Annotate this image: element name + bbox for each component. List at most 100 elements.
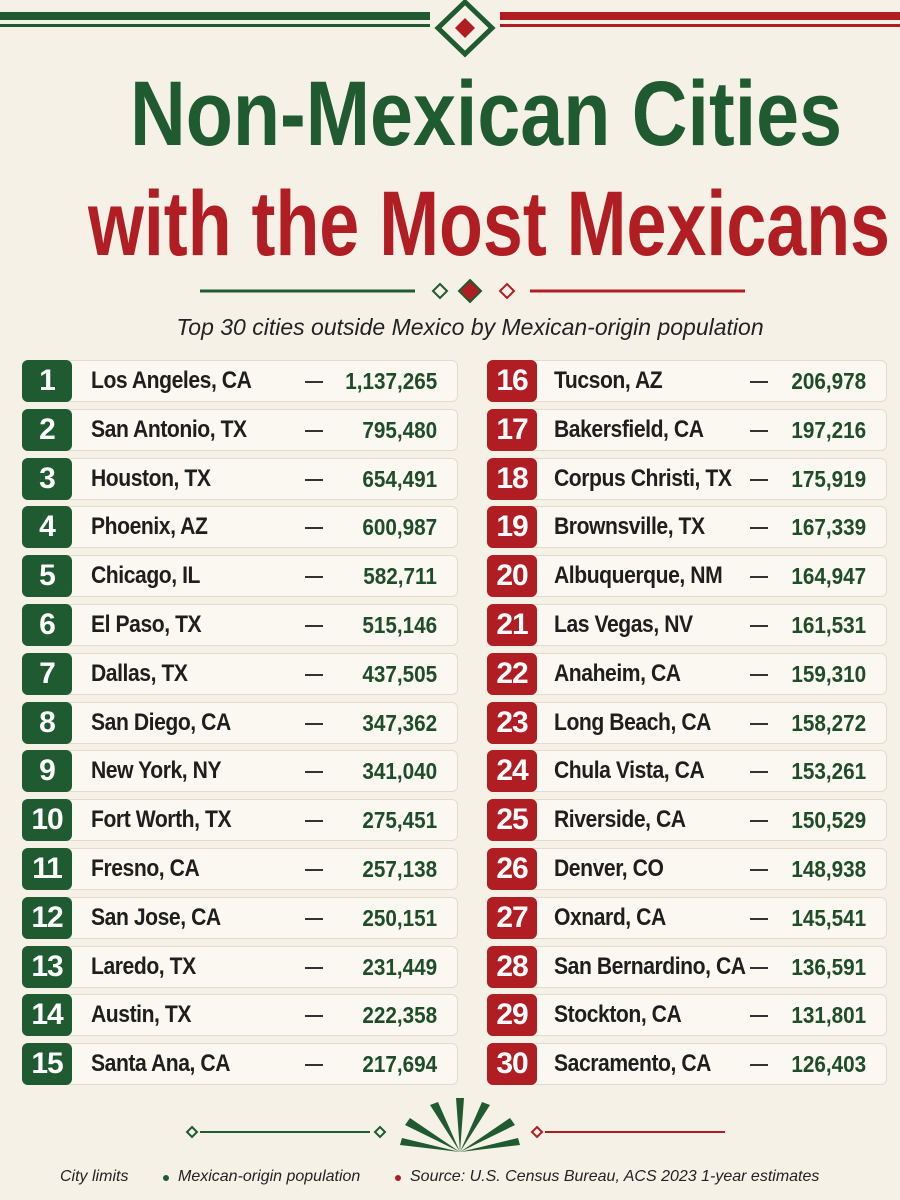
population-value: 275,451 — [362, 807, 437, 834]
separator — [750, 917, 768, 920]
separator — [305, 1015, 323, 1018]
population-value: 231,449 — [362, 953, 437, 980]
separator — [750, 1064, 768, 1067]
ranking-row: 4 Phoenix, AZ 600,987 — [22, 506, 458, 549]
city-name: Dallas, TX — [91, 659, 188, 687]
population-value: 158,272 — [791, 709, 866, 736]
city-name: Fresno, CA — [91, 855, 200, 882]
ranking-row: 11 Fresno, CA 257,138 — [22, 848, 458, 890]
city-name: Chula Vista, CA — [554, 757, 705, 785]
separator — [750, 1015, 768, 1018]
city-name: Stockton, CA — [554, 1001, 682, 1029]
city-name: Bakersfield, CA — [554, 415, 704, 443]
footer-note: City limits — [60, 1168, 129, 1185]
rank-badge: 10 — [22, 799, 72, 842]
ranking-row: 5 Chicago, IL 582,711 — [22, 555, 458, 598]
separator — [750, 576, 768, 579]
population-value: 222,358 — [362, 1002, 437, 1029]
ranking-row: 8 San Diego, CA 347,362 — [22, 701, 458, 744]
rank-badge: 25 — [487, 799, 537, 842]
separator — [750, 527, 768, 530]
ranking-row: 27 Oxnard, CA 145,541 — [487, 896, 887, 939]
separator — [750, 429, 768, 432]
city-name: Austin, TX — [91, 1001, 192, 1029]
ranking-row: 25 Riverside, CA 150,529 — [487, 799, 887, 842]
rank-badge: 12 — [22, 896, 72, 939]
ranking-row: 21 Las Vegas, NV 161,531 — [487, 604, 887, 646]
separator — [750, 722, 768, 725]
title-line: Non-Mexican Cities — [130, 63, 842, 165]
rank-badge: 30 — [487, 1043, 537, 1086]
separator — [750, 966, 768, 969]
ranking-row: 17 Bakersfield, CA 197,216 — [487, 408, 887, 451]
ranking-row: 29 Stockton, CA 131,801 — [487, 994, 887, 1037]
city-name: Denver, CO — [554, 855, 664, 882]
separator — [305, 576, 323, 579]
rank-badge: 28 — [487, 945, 537, 988]
separator — [305, 478, 323, 481]
separator — [750, 625, 768, 627]
city-name: San Antonio, TX — [91, 415, 247, 443]
city-name: Fort Worth, TX — [91, 806, 232, 834]
rank-badge: 9 — [22, 750, 72, 793]
ranking-row: 10 Fort Worth, TX 275,451 — [22, 799, 458, 842]
rank-badge: 22 — [487, 652, 537, 695]
ranking-row: 14 Austin, TX 222,358 — [22, 994, 458, 1037]
rank-badge: 23 — [487, 701, 537, 744]
city-name: Anaheim, CA — [554, 659, 681, 687]
city-name: Albuquerque, NM — [554, 562, 723, 590]
separator — [305, 722, 323, 725]
separator — [750, 820, 768, 823]
separator — [305, 771, 323, 774]
city-name: San Bernardino, CA — [554, 952, 746, 980]
population-value: 250,151 — [362, 904, 437, 931]
ranking-row: 1 Los Angeles, CA 1,137,265 — [22, 360, 458, 402]
population-value: 347,362 — [362, 709, 437, 736]
population-value: 341,040 — [362, 758, 437, 785]
ranking-row: 15 Santa Ana, CA 217,694 — [22, 1043, 458, 1086]
bullet — [395, 1175, 401, 1181]
rank-badge: 14 — [22, 994, 72, 1037]
ranking-row: 2 San Antonio, TX 795,480 — [22, 408, 458, 451]
rank-badge: 18 — [487, 457, 537, 500]
population-value: 217,694 — [362, 1051, 437, 1078]
rank-badge: 16 — [487, 360, 537, 402]
border-stripe — [500, 12, 900, 20]
population-value: 148,938 — [791, 856, 866, 882]
rank-badge: 7 — [22, 652, 72, 695]
ranking-row: 12 San Jose, CA 250,151 — [22, 896, 458, 939]
rank-badge: 5 — [22, 555, 72, 598]
population-value: 159,310 — [791, 660, 866, 687]
city-name: Los Angeles, CA — [91, 367, 252, 394]
ranking-row: 9 New York, NY 341,040 — [22, 750, 458, 793]
separator — [305, 381, 323, 383]
ranking-row: 19 Brownsville, TX 167,339 — [487, 506, 887, 549]
city-name: San Jose, CA — [91, 903, 221, 931]
population-value: 582,711 — [363, 563, 437, 590]
ranking-row: 18 Corpus Christi, TX 175,919 — [487, 457, 887, 500]
footer-note: Mexican-origin population — [178, 1168, 361, 1185]
bullet — [163, 1175, 169, 1181]
rank-badge: 6 — [22, 604, 72, 646]
ornament — [434, 0, 496, 58]
rank-badge: 24 — [487, 750, 537, 793]
population-value: 600,987 — [362, 514, 437, 541]
population-value: 437,505 — [362, 660, 437, 687]
ranking-row: 13 Laredo, TX 231,449 — [22, 945, 458, 988]
population-value: 131,801 — [791, 1002, 866, 1029]
population-value: 136,591 — [791, 953, 866, 980]
city-name: Phoenix, AZ — [91, 513, 208, 541]
separator — [305, 917, 323, 920]
separator — [750, 673, 768, 676]
population-value: 164,947 — [791, 563, 866, 590]
rank-badge: 8 — [22, 701, 72, 744]
population-value: 145,541 — [791, 904, 866, 931]
ranking-row: 20 Albuquerque, NM 164,947 — [487, 555, 887, 598]
rank-badge: 19 — [487, 506, 537, 549]
subtitle: Top 30 cities outside Mexico by Mexican-… — [176, 314, 763, 340]
separator — [305, 1064, 323, 1067]
ranking-row: 7 Dallas, TX 437,505 — [22, 652, 458, 695]
city-name: Long Beach, CA — [554, 708, 711, 736]
separator — [750, 771, 768, 774]
rank-badge: 2 — [22, 408, 72, 451]
